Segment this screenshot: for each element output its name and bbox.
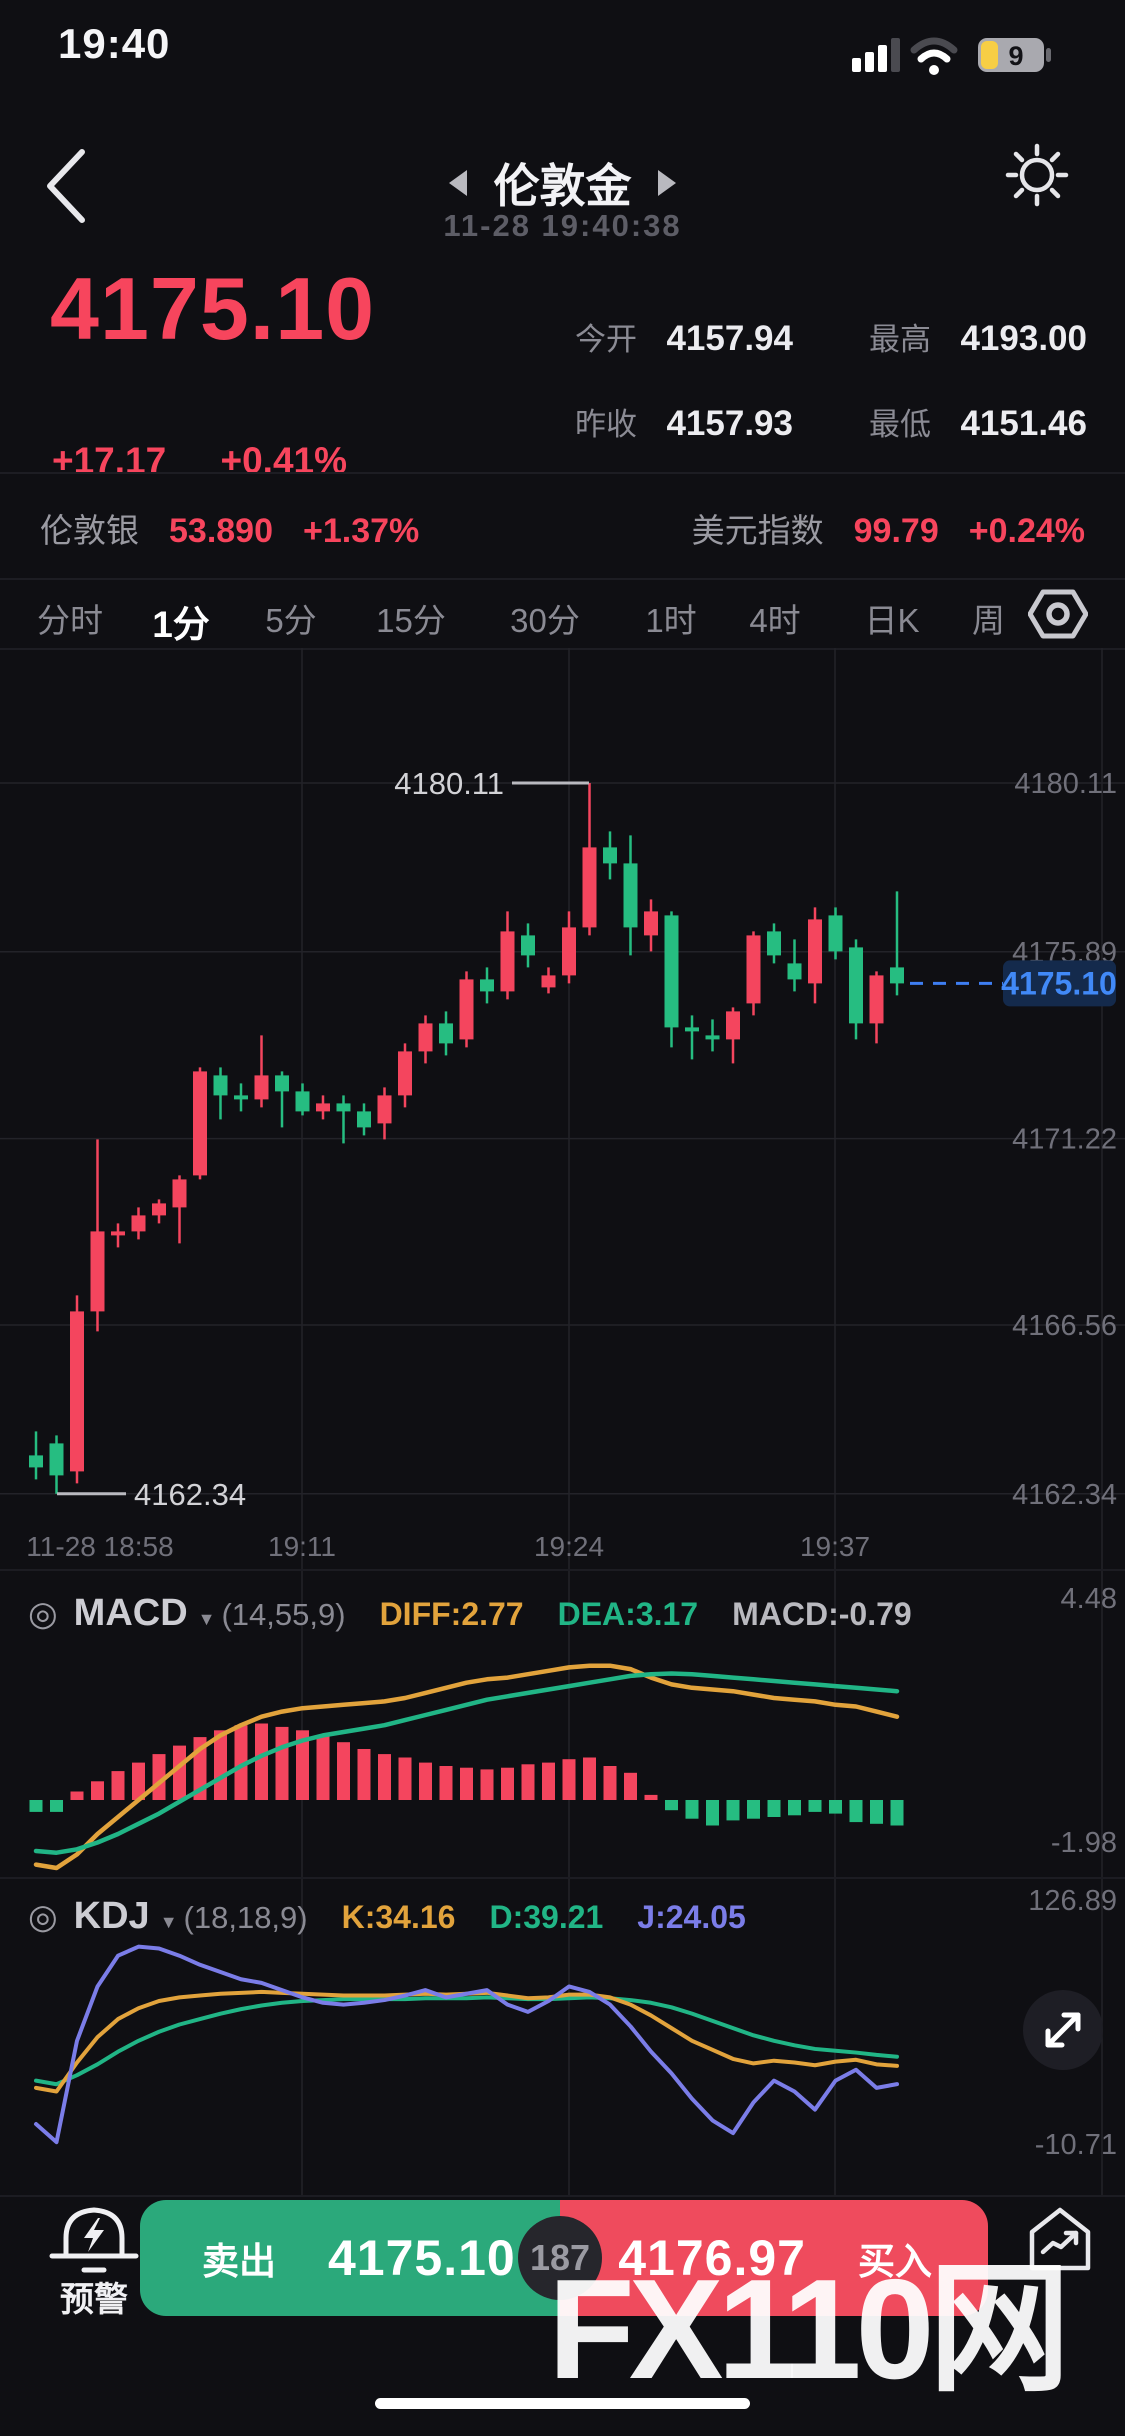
kdj-indicator-icon: ◎: [28, 1898, 58, 1936]
macd-params: (14,55,9): [221, 1597, 346, 1632]
tab-timeline[interactable]: 分时: [37, 602, 103, 639]
alert-label[interactable]: 预警: [60, 2281, 128, 2319]
back-button[interactable]: [40, 146, 90, 226]
chart-settings-gear-icon[interactable]: [1028, 584, 1088, 644]
macd-caret-icon[interactable]: ▼: [197, 1609, 216, 1629]
stat-high: 最高 4193.00: [869, 319, 1087, 358]
svg-text:126.89: 126.89: [1028, 1885, 1117, 1917]
sell-label: 卖出: [202, 2241, 276, 2282]
svg-text:4180.11: 4180.11: [394, 766, 504, 801]
macd-hist-value: MACD:-0.79: [732, 1596, 912, 1632]
next-symbol-icon[interactable]: [657, 170, 676, 196]
related-instruments: 伦敦银 53.890 +1.37% 美元指数 99.79 +0.24%: [0, 504, 1125, 554]
divider: [0, 648, 1125, 650]
svg-text:-10.71: -10.71: [1035, 2129, 1117, 2161]
svg-text:19:37: 19:37: [800, 1531, 870, 1562]
divider: [0, 472, 1125, 474]
stat-open: 今开 4157.94: [575, 319, 793, 358]
svg-text:4166.56: 4166.56: [1012, 1310, 1117, 1342]
kdj-j-value: J:24.05: [637, 1899, 746, 1935]
brightness-icon[interactable]: [1002, 138, 1072, 212]
svg-text:19:24: 19:24: [534, 1531, 604, 1562]
tab-30min[interactable]: 30分: [510, 602, 580, 639]
kdj-header: ◎ KDJ ▼ (18,18,9) K:34.16 D:39.21 J:24.0…: [28, 1895, 746, 1938]
buy-button[interactable]: 4176.97 买入: [560, 2200, 988, 2316]
status-icons: 9: [852, 37, 1051, 75]
macd-dea-value: DEA:3.17: [557, 1596, 699, 1632]
buy-label: 买入: [858, 2241, 932, 2282]
svg-text:11-28 18:58: 11-28 18:58: [26, 1531, 173, 1562]
price-change-row: +17.17 +0.41%: [52, 440, 391, 482]
macd-header: ◎ MACD ▼ (14,55,9) DIFF:2.77 DEA:3.17 MA…: [28, 1592, 912, 1635]
svg-text:4171.22: 4171.22: [1012, 1124, 1117, 1156]
stat-prev-close: 昨收 4157.93: [575, 404, 793, 443]
svg-text:4175.10: 4175.10: [1001, 965, 1117, 1001]
kdj-params: (18,18,9): [183, 1900, 308, 1935]
svg-text:19:11: 19:11: [268, 1531, 336, 1562]
signal-bars-icon: [852, 38, 900, 72]
prev-symbol-icon[interactable]: [449, 170, 468, 196]
quote-stats: 今开 4157.94 最高 4193.00 昨收 4157.93 最低 4151…: [575, 314, 1087, 444]
price-change: +17.17: [52, 440, 167, 481]
quote-timestamp: 11-28 19:40:38: [443, 208, 682, 243]
tab-weekly[interactable]: 周: [972, 602, 1005, 639]
svg-text:-1.98: -1.98: [1051, 1827, 1117, 1859]
divider: [0, 578, 1125, 580]
spread-badge: 187: [518, 2216, 602, 2300]
svg-text:4180.11: 4180.11: [1014, 768, 1117, 800]
macd-diff-value: DIFF:2.77: [379, 1596, 524, 1632]
buy-price: 4176.97: [618, 2230, 806, 2286]
kdj-name[interactable]: KDJ: [73, 1895, 150, 1937]
tab-5min[interactable]: 5分: [265, 602, 317, 639]
svg-text:4.48: 4.48: [1061, 1583, 1117, 1615]
stat-low: 最低 4151.46: [869, 404, 1087, 443]
home-indicator[interactable]: [375, 2398, 750, 2409]
tab-15min[interactable]: 15分: [376, 602, 446, 639]
wifi-icon: [910, 37, 958, 75]
watermark: FX110网: [548, 2250, 1071, 2409]
related-silver[interactable]: 伦敦银 53.890 +1.37%: [40, 512, 420, 550]
page-title: 伦敦金: [493, 160, 632, 212]
svg-text:4162.34: 4162.34: [134, 1477, 246, 1512]
tab-1min[interactable]: 1分: [152, 604, 210, 645]
battery-icon: 9: [978, 38, 1051, 72]
tab-1hour[interactable]: 1时: [645, 602, 697, 639]
battery-percent: 9: [1008, 41, 1023, 71]
alert-bell-icon[interactable]: [36, 2198, 152, 2276]
symbol-switcher: 伦敦金: [0, 150, 1125, 216]
clock-time: 19:40: [58, 20, 171, 67]
kdj-caret-icon[interactable]: ▼: [159, 1912, 178, 1932]
tab-daily[interactable]: 日K: [864, 602, 920, 639]
tab-4hour[interactable]: 4时: [749, 602, 801, 639]
kdj-k-value: K:34.16: [341, 1899, 456, 1935]
market-trend-icon[interactable]: [1016, 2198, 1104, 2282]
current-price-tag: [1003, 960, 1116, 1007]
sell-price: 4175.10: [328, 2230, 516, 2286]
svg-text:4162.34: 4162.34: [1012, 1479, 1117, 1511]
kdj-d-value: D:39.21: [489, 1899, 604, 1935]
macd-name[interactable]: MACD: [73, 1592, 188, 1634]
related-usd-index[interactable]: 美元指数 99.79 +0.24%: [691, 512, 1085, 550]
last-price: 4175.10: [50, 259, 376, 358]
sell-button[interactable]: 卖出 4175.10: [140, 2200, 560, 2316]
macd-indicator-icon: ◎: [28, 1595, 58, 1633]
price-change-pct: +0.41%: [220, 440, 348, 481]
price-chart[interactable]: 4180.114175.894171.224166.564162.3411-28…: [0, 648, 1125, 2200]
